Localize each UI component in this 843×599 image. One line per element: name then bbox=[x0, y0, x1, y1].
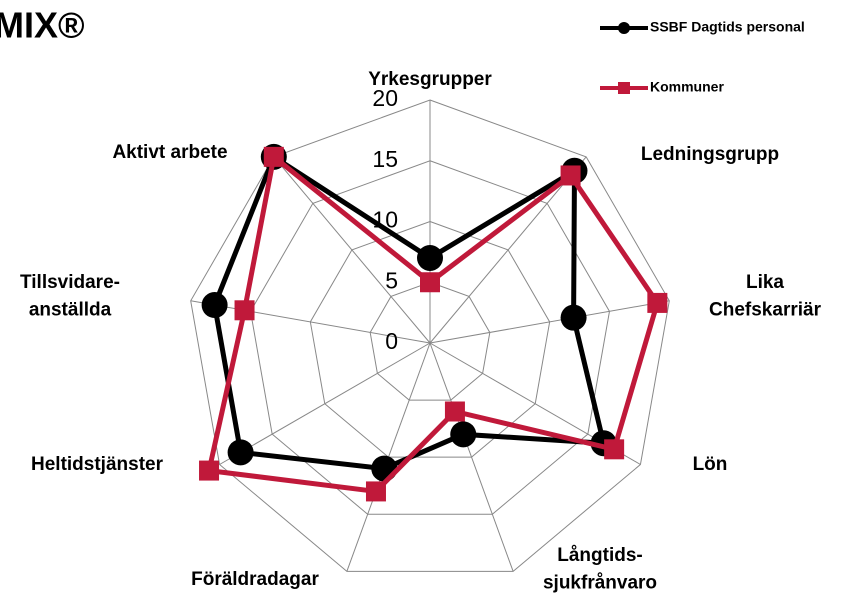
grid-ring bbox=[369, 281, 491, 401]
spoke bbox=[190, 300, 431, 344]
category-label: Ledningsgrupp bbox=[641, 144, 779, 165]
point bbox=[647, 292, 668, 313]
point bbox=[560, 165, 581, 186]
point bbox=[201, 292, 228, 319]
category-label: Heltidstjänster bbox=[31, 454, 164, 475]
spoke bbox=[429, 156, 587, 344]
point bbox=[420, 272, 440, 293]
category-label: Aktivt arbete bbox=[112, 142, 227, 163]
legend-label: SSBF Dagtids personal bbox=[650, 19, 805, 35]
point bbox=[371, 455, 398, 482]
legend-marker bbox=[618, 22, 630, 34]
point bbox=[199, 460, 220, 481]
category-label: Långtids-sjukfrånvaro bbox=[543, 545, 657, 594]
category-label: Lika Chefskarriär bbox=[709, 272, 822, 321]
category-label: Föräldradagar bbox=[191, 569, 319, 590]
spoke bbox=[273, 156, 431, 344]
point bbox=[450, 421, 477, 448]
series-line bbox=[205, 152, 661, 495]
spoke bbox=[429, 342, 514, 572]
spoke bbox=[429, 300, 670, 344]
r-tick-label: 5 bbox=[385, 267, 398, 293]
chart-title: MIX® bbox=[0, 5, 85, 46]
point bbox=[263, 146, 284, 167]
grid-ring bbox=[309, 220, 551, 458]
r-tick-label: 15 bbox=[372, 146, 398, 172]
grid-ring bbox=[249, 160, 611, 515]
point bbox=[560, 304, 587, 331]
grid-ring bbox=[190, 99, 670, 572]
point bbox=[444, 401, 465, 422]
category-label: Tillsvidare-anställda bbox=[20, 272, 120, 321]
spoke bbox=[219, 342, 431, 465]
r-tick-label: 20 bbox=[372, 85, 398, 111]
point bbox=[227, 439, 254, 466]
point bbox=[417, 244, 443, 271]
category-label: Yrkesgrupper bbox=[368, 69, 492, 90]
category-label: Lön bbox=[693, 454, 728, 475]
series-line bbox=[212, 153, 607, 472]
point bbox=[234, 300, 255, 321]
r-tick-label: 0 bbox=[385, 328, 398, 354]
legend-label: Kommuner bbox=[650, 79, 724, 95]
point bbox=[365, 481, 386, 502]
point bbox=[604, 439, 625, 460]
legend-marker bbox=[618, 82, 630, 94]
